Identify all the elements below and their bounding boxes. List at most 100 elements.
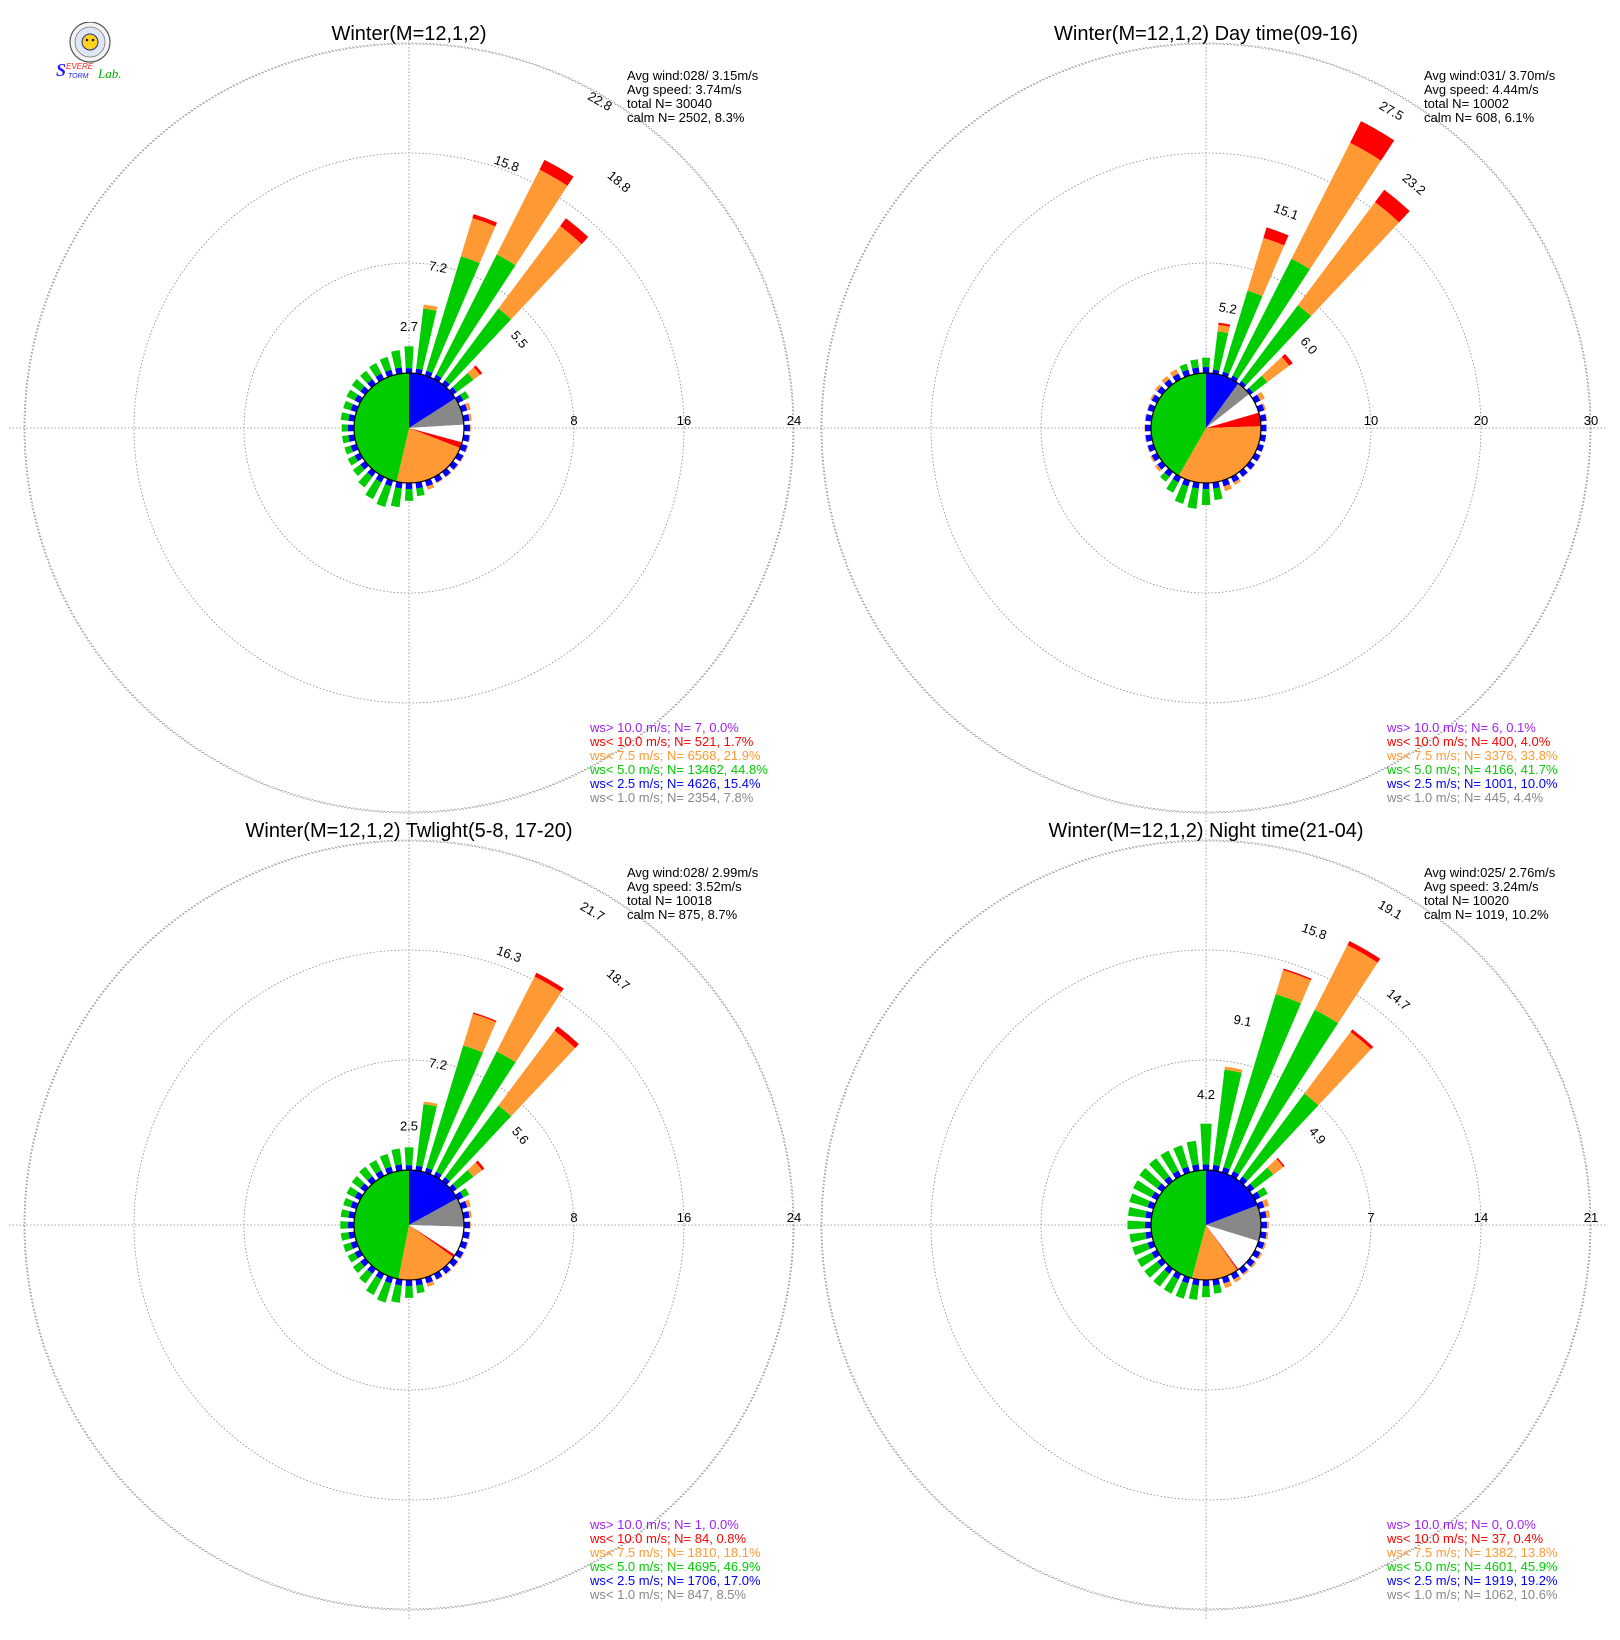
wind-bar-segment (1276, 1157, 1285, 1168)
legend-entry: ws< 7.5 m/s; N= 1810, 18.1% (589, 1545, 761, 1560)
speed-pie-outline (1150, 1169, 1262, 1281)
wind-bar-segment (1238, 380, 1247, 388)
wind-bar-segment (1150, 393, 1155, 401)
stats-avg-wind: Avg wind:028/ 3.15m/s (627, 68, 759, 83)
wind-bar-segment (1257, 1187, 1268, 1198)
ring-label: 8 (570, 413, 577, 428)
wind-bar-segment (1238, 468, 1248, 477)
wind-bar-segment (460, 391, 470, 401)
speed-pie-slice (409, 424, 465, 443)
speed-pie-slice (1206, 1225, 1239, 1271)
wind-bar-segment (391, 1284, 402, 1303)
wind-bar-segment (463, 1221, 470, 1229)
windrose-panel-1: 8 16 24 2.7 7.2 15.8 22.8 18.8 5.5 Winter(M=12,1,… (9, 23, 809, 823)
wind-bar-segment (1265, 413, 1268, 421)
wind-bar-segment (1263, 227, 1289, 246)
wind-bar-segment (460, 1188, 470, 1198)
sector-value-label: 5.2 (1218, 299, 1238, 317)
sector-value-label: 2.7 (400, 319, 418, 334)
panel-title: Winter(M=12,1,2) (331, 23, 486, 45)
wind-bar-segment (1212, 1164, 1220, 1172)
wind-bar-segment (441, 380, 450, 388)
ring-label: 30 (1584, 413, 1598, 428)
wind-bar-segment (498, 225, 582, 320)
wind-bar-segment (1246, 1257, 1255, 1267)
speed-pie-slice (409, 1225, 464, 1256)
wind-bar-segment (340, 1221, 349, 1229)
legend-entry: ws< 5.0 m/s; N= 13462, 44.8% (589, 762, 768, 777)
ring-label: 21 (1584, 1210, 1598, 1225)
severe-storm-lab-logo: S EVERE TORM Lab. (50, 21, 150, 86)
wind-bar-segment (1145, 1221, 1152, 1229)
sector-value-label: 14.7 (1384, 986, 1413, 1014)
wind-bar-segment (465, 1242, 469, 1250)
wind-bar-segment (340, 1232, 350, 1241)
wind-bar-segment (1304, 1031, 1372, 1106)
wind-bar-segment (415, 481, 423, 489)
speed-pie-slice (409, 398, 464, 428)
wind-bar-segment (435, 254, 516, 378)
wind-bar-segment (1282, 968, 1312, 981)
legend-entry: ws< 2.5 m/s; N= 1706, 17.0% (589, 1573, 761, 1588)
wind-bar-segment (1262, 1242, 1267, 1250)
wind-bar-segment (367, 379, 377, 388)
wind-bar-segment (1190, 359, 1199, 369)
wind-bar-segment (379, 1153, 392, 1169)
wind-bar-segment (395, 1164, 403, 1172)
wind-bar-segment (366, 1276, 382, 1295)
stats-avg-wind: Avg wind:025/ 2.76m/s (1424, 865, 1556, 880)
wind-bar-segment (369, 1159, 382, 1174)
wind-bar-segment (423, 304, 438, 311)
legend-entry: ws< 10.0 m/s; N= 400, 4.0% (1386, 734, 1551, 749)
stats-avg-wind: Avg wind:031/ 3.70m/s (1424, 68, 1556, 83)
wind-bar-segment (462, 1231, 470, 1239)
legend-entry: ws< 1.0 m/s; N= 847, 8.5% (589, 1587, 747, 1602)
sector-value-label: 15.8 (1300, 920, 1329, 943)
legend-entry: ws> 10.0 m/s; N= 7, 0.0% (589, 720, 739, 735)
wind-bar-segment (468, 413, 472, 421)
wind-bar-segment (1262, 403, 1267, 411)
wind-bar-segment (1144, 413, 1147, 421)
wind-bar-segment (347, 1252, 358, 1263)
wind-bar-segment (340, 1209, 350, 1218)
wind-bar-segment (1246, 460, 1255, 470)
wind-bar-segment (539, 159, 574, 186)
wind-bar-segment (465, 445, 469, 453)
wind-bar-segment (463, 1013, 496, 1053)
wind-bar-segment (1347, 940, 1381, 963)
wind-bar-segment (463, 424, 470, 432)
wind-bar-segment (441, 468, 451, 477)
speed-pie-outline (353, 1169, 465, 1281)
legend-entry: ws< 7.5 m/s; N= 3376, 33.8% (1386, 748, 1558, 763)
wind-bar-segment (1169, 369, 1179, 377)
speed-pie-slice (1178, 426, 1261, 483)
wind-bar-segment (1202, 357, 1210, 368)
wind-bar-segment (1153, 1269, 1170, 1287)
wind-bar-segment (1250, 464, 1256, 471)
sector-value-label: 27.5 (1377, 98, 1406, 124)
wind-bar-segment (1154, 384, 1162, 392)
wind-bar-segment (1157, 1183, 1166, 1193)
logo-evere-text: EVERE (66, 62, 94, 71)
wind-bar-segment (1260, 424, 1267, 432)
wind-bar-segment (469, 1221, 471, 1229)
speed-pie-slice (1206, 1170, 1258, 1225)
ring-label: 24 (787, 413, 801, 428)
wind-bar-segment (376, 484, 392, 507)
wind-bar-segment (1223, 994, 1302, 1170)
wind-bar-segment (1179, 363, 1189, 372)
wind-bar-segment (423, 1101, 438, 1107)
wind-bar-segment (395, 1278, 403, 1286)
speed-pie-slice (1150, 373, 1206, 476)
wind-bar-segment (405, 482, 413, 489)
wind-bar-segment (445, 472, 452, 478)
wind-bar-segment (348, 414, 356, 422)
wind-bar-segment (351, 379, 365, 392)
wind-bar-segment (360, 386, 369, 396)
wind-bar-segment (469, 424, 471, 432)
wind-bar-segment (348, 1221, 355, 1229)
sector-value-label: 18.8 (605, 168, 634, 196)
wind-bar-segment (1202, 482, 1210, 489)
wind-bar-segment (415, 368, 423, 375)
windrose-panel-3: 8 16 24 2.5 7.2 16.3 21.7 18.7 5.6 Winter(M=12,1,… (9, 820, 809, 1620)
